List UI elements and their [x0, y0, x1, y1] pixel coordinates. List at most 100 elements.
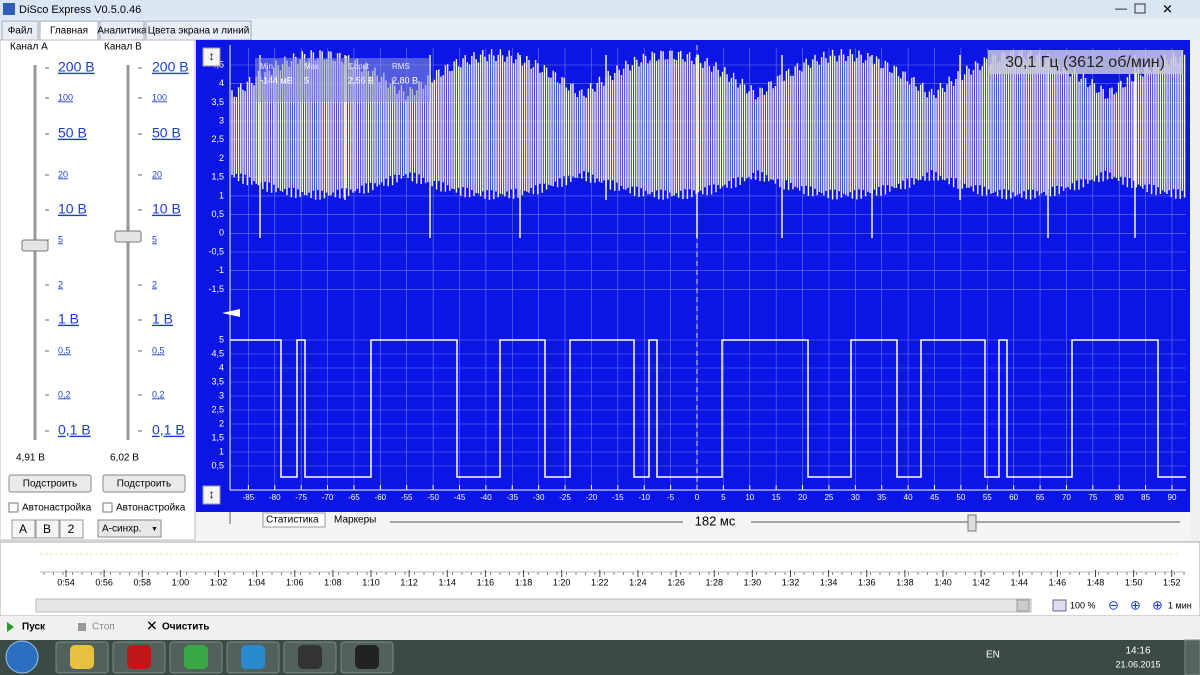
zoom-button[interactable]: ⊖ — [1108, 597, 1119, 612]
timeline-label: 1:02 — [210, 577, 228, 587]
y-label: 0,5 — [211, 209, 224, 219]
timeline-label: 1:24 — [629, 577, 647, 587]
maximize[interactable] — [1134, 3, 1146, 14]
scale-label[interactable]: 2 — [58, 279, 63, 289]
zoom-button[interactable]: ⊕ — [1152, 597, 1163, 612]
x-label: 45 — [930, 493, 939, 502]
scale-toggle-icon[interactable]: ↕ — [209, 487, 215, 501]
app-icon[interactable] — [70, 645, 94, 669]
y-label: 1,5 — [211, 432, 224, 442]
timeline-label: 1:14 — [439, 577, 457, 587]
y-label: 4 — [219, 78, 224, 88]
scale-label[interactable]: 200 В — [58, 59, 95, 75]
x-label: -40 — [480, 493, 492, 502]
control-bar — [0, 616, 1200, 640]
scale-label[interactable]: 5 — [58, 234, 63, 244]
scale-toggle-icon[interactable]: ↕ — [209, 49, 215, 63]
slider-thumb[interactable] — [21, 239, 49, 252]
clear-icon[interactable]: ✕ — [146, 618, 158, 634]
adjust-button[interactable] — [102, 474, 186, 493]
app-icon[interactable] — [298, 645, 322, 669]
menu-tab-label[interactable]: Аналитика — [97, 26, 147, 37]
channel-tab-label[interactable]: B — [43, 522, 51, 536]
scale-label[interactable]: 10 В — [58, 201, 87, 217]
adjust-button[interactable] — [8, 474, 92, 493]
close[interactable]: ✕ — [1162, 1, 1173, 16]
app-icon — [3, 3, 15, 15]
scale-label[interactable]: 0,5 — [152, 345, 165, 355]
scale-label[interactable]: 1 В — [152, 311, 173, 327]
scale-label[interactable]: 1 В — [58, 311, 79, 327]
channel-tab[interactable] — [35, 519, 60, 539]
scale-toggle[interactable] — [202, 485, 221, 505]
stats-tab[interactable] — [262, 512, 326, 528]
stats-value: 2,56 В — [348, 75, 374, 85]
app-icon[interactable] — [355, 645, 379, 669]
app-icon[interactable] — [127, 645, 151, 669]
app-icon[interactable] — [241, 645, 265, 669]
auto-checkbox[interactable] — [8, 502, 19, 513]
channel-tab-label[interactable]: A — [19, 522, 27, 536]
scale-label[interactable]: 100 — [58, 92, 73, 102]
menu-tab-label[interactable]: Файл — [8, 26, 33, 37]
x-label: -45 — [454, 493, 466, 502]
scale-label[interactable]: 0,2 — [58, 389, 71, 399]
x-label: 5 — [721, 493, 726, 502]
trigger-marker — [222, 309, 240, 317]
show-desktop[interactable] — [1184, 639, 1200, 675]
timeline-label: 1:30 — [744, 577, 762, 587]
zoom-button[interactable]: ⊕ — [1130, 597, 1141, 612]
scale-label[interactable]: 100 — [152, 92, 167, 102]
timeline-label: 1:48 — [1087, 577, 1105, 587]
zoom-fit-icon[interactable] — [1052, 599, 1067, 612]
minimize[interactable]: — — [1115, 1, 1127, 15]
adjust-label[interactable]: Подстроить — [23, 479, 77, 490]
scale-label[interactable]: 200 В — [152, 59, 189, 75]
scale-label[interactable]: 0,2 — [152, 389, 165, 399]
scale-label[interactable]: 50 В — [58, 125, 87, 141]
scale-label[interactable]: 0,5 — [58, 345, 71, 355]
auto-checkbox[interactable] — [102, 502, 113, 513]
scale-toggle[interactable] — [202, 47, 221, 67]
start-button[interactable] — [5, 640, 39, 674]
timeline-label: 1:50 — [1125, 577, 1143, 587]
timebase-thumb[interactable] — [967, 514, 977, 532]
timeline-scrollbar[interactable] — [35, 598, 1032, 613]
x-label: 15 — [772, 493, 781, 502]
scale-label[interactable]: 0,1 В — [152, 422, 185, 438]
play-icon[interactable] — [7, 622, 14, 632]
timeline-label: 1:36 — [858, 577, 876, 587]
scale-label[interactable]: 2 — [152, 279, 157, 289]
scale-label[interactable]: 10 В — [152, 201, 181, 217]
scale-label[interactable]: 20 — [58, 169, 68, 179]
channel-tab-label[interactable]: 2 — [68, 522, 75, 536]
x-label: 90 — [1168, 493, 1177, 502]
sync-label[interactable]: А-синхр. — [102, 524, 141, 535]
app-icon[interactable] — [184, 645, 208, 669]
control-label[interactable]: Пуск — [22, 622, 46, 633]
channel-tab[interactable] — [11, 519, 36, 539]
menu-tab-label[interactable]: Главная — [50, 26, 88, 37]
scale-label[interactable]: 50 В — [152, 125, 181, 141]
title-bar — [0, 0, 1200, 19]
sync-select[interactable] — [97, 519, 162, 538]
timeline-scroll-thumb[interactable] — [1016, 599, 1030, 612]
window-buttons[interactable]: — ✕ — [1115, 1, 1173, 16]
menu-tab-label[interactable]: Цвета экрана и линий — [148, 26, 250, 37]
scale-label[interactable]: 20 — [152, 169, 162, 179]
scale-label[interactable]: 0,1 В — [58, 422, 91, 438]
left-panel — [0, 39, 196, 541]
x-label: -75 — [295, 493, 307, 502]
y-label: 5 — [219, 334, 224, 344]
scale-label[interactable]: 5 — [152, 234, 157, 244]
control-label[interactable]: Стоп — [92, 622, 115, 633]
tab-label[interactable]: Маркеры — [334, 515, 376, 526]
slider-thumb[interactable] — [114, 230, 142, 243]
scope-footer-content: Статистика Маркеры 182 мс — [229, 512, 1180, 532]
tab-label[interactable]: Статистика — [266, 515, 319, 526]
control-label[interactable]: Очистить — [162, 622, 209, 633]
stop-icon[interactable] — [78, 623, 86, 631]
channel-tab[interactable] — [59, 519, 84, 539]
adjust-label[interactable]: Подстроить — [117, 479, 171, 490]
y-label: 0,5 — [211, 460, 224, 470]
